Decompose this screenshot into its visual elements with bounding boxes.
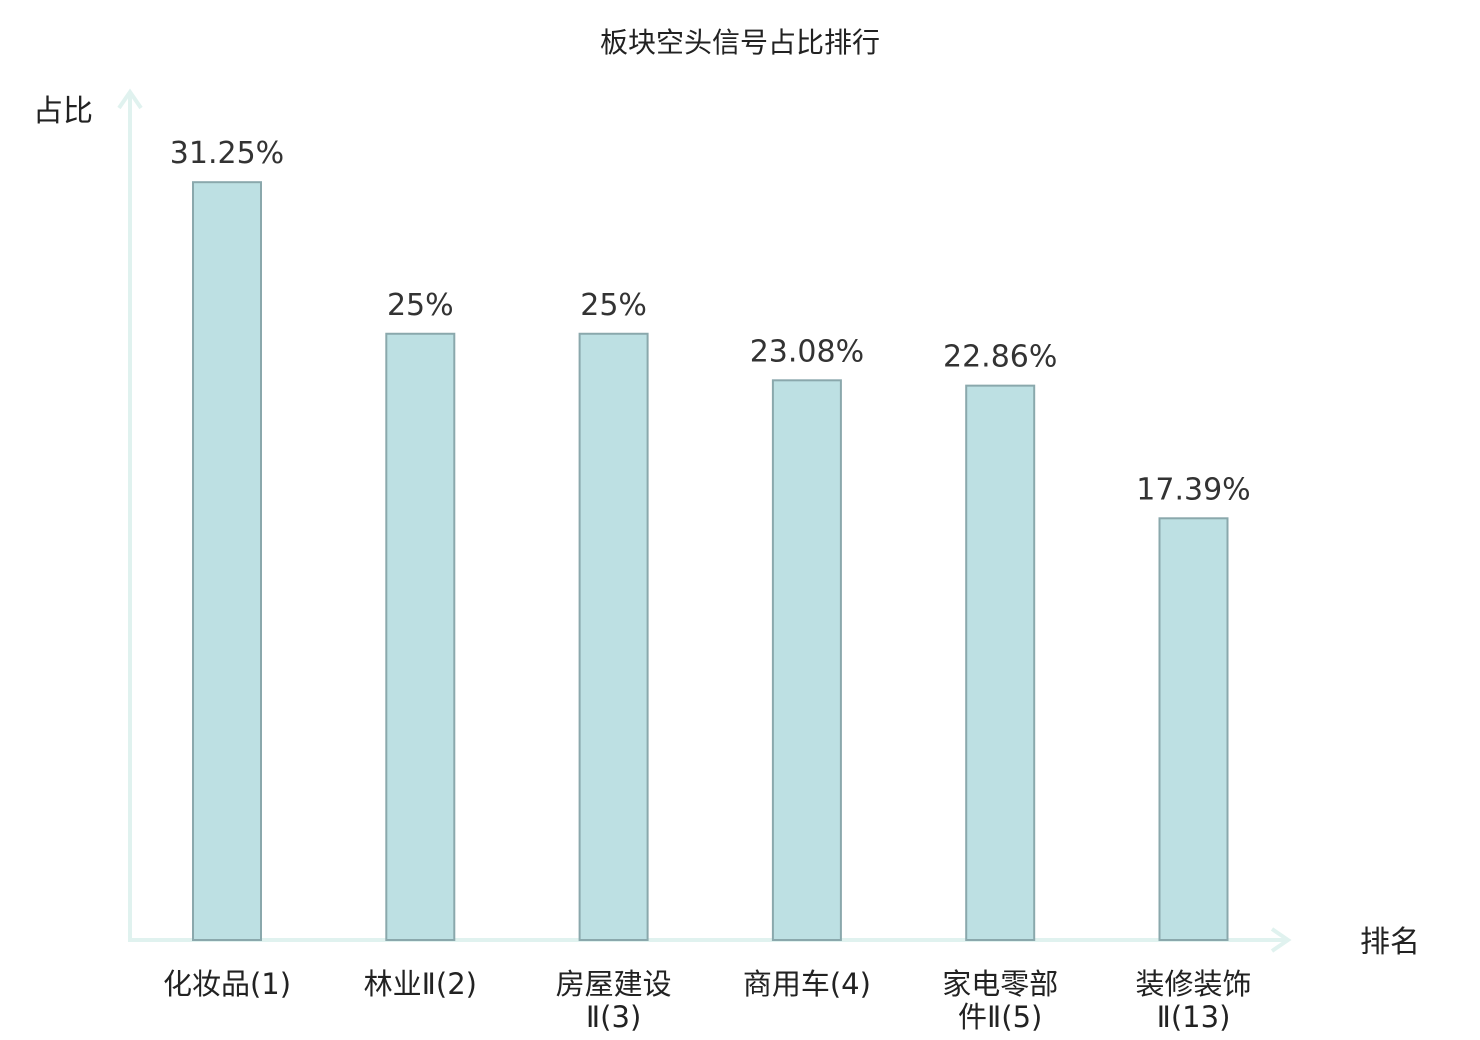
value-label: 25%: [580, 288, 647, 323]
value-label: 17.39%: [1136, 472, 1250, 507]
y-axis-label: 占比: [33, 94, 93, 129]
category-label: 家电零部: [942, 967, 1058, 1001]
category-label: 商用车(4): [743, 967, 871, 1001]
value-label: 25%: [387, 288, 454, 323]
bar: [578, 332, 649, 941]
bar: [965, 384, 1036, 941]
category-label: Ⅱ(13): [1157, 1000, 1231, 1034]
bar: [771, 379, 842, 941]
y-axis: [117, 88, 143, 940]
value-labels: 31.25% 25% 25% 23.08% 22.86% 17.39%: [170, 136, 1251, 507]
value-label: 31.25%: [170, 136, 284, 171]
category-label: 林业Ⅱ(2): [364, 967, 477, 1001]
value-label: 22.86%: [943, 340, 1057, 375]
value-label: 23.08%: [750, 334, 864, 369]
x-axis: [128, 927, 1292, 953]
bar: [192, 181, 262, 941]
category-label: Ⅱ(3): [586, 1000, 641, 1034]
bars: [192, 181, 1229, 941]
bar: [385, 332, 456, 941]
bar: [1158, 517, 1229, 941]
category-label: 房屋建设: [556, 967, 672, 1001]
category-label: 件Ⅱ(5): [958, 1000, 1042, 1034]
category-label: 化妆品(1): [163, 967, 291, 1001]
category-label: 装修装饰: [1135, 967, 1251, 1001]
chart-title: 板块空头信号占比排行: [600, 26, 880, 59]
x-axis-label: 排名: [1360, 925, 1420, 960]
